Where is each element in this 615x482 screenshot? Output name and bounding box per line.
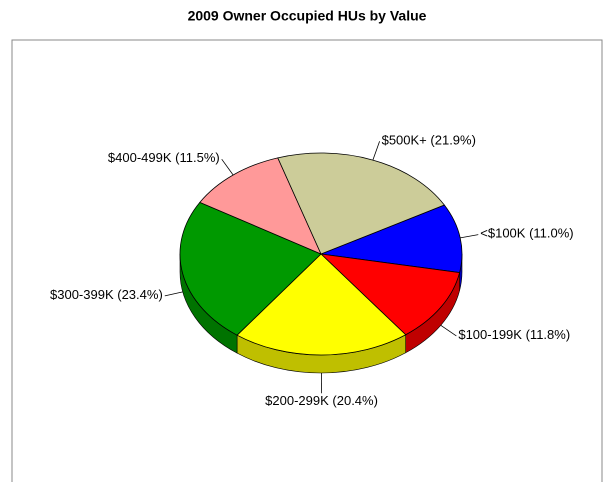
slice-label: $300-399K (23.4%) [50,287,163,302]
slice-value-label: (11.0%) [529,226,574,241]
chart-title: 2009 Owner Occupied HUs by Value [188,8,427,24]
pie-labels: <$100K (11.0%) $100-199K (11.8%) $200-299K… [50,133,574,409]
slice-category: $300-399K [50,287,114,302]
slice [319,253,461,336]
leader-line [460,234,479,239]
slice [277,152,445,255]
leader-line [164,291,183,297]
slice-label: $100-199K (11.8%) [458,327,570,342]
slice-category: $100-199K [458,327,522,342]
slice [179,201,322,336]
leader-line [372,141,380,161]
frame [11,39,603,482]
slice-value-label: (11.8%) [526,327,571,342]
slice-label: <$100K (11.0%) [480,226,573,241]
leader-line [221,158,234,176]
slice-value-label: (11.5%) [175,151,220,166]
slice-label: $400-499K (11.5%) [108,151,220,166]
leader-line [440,324,457,337]
slice-category: $500K+ [382,133,427,148]
slice-category: $400-499K [108,151,172,166]
slice-value-label: (20.4%) [332,394,378,409]
slice-value-label: (21.9%) [430,133,476,148]
slice [319,204,463,274]
slice-value-label: (23.4%) [117,287,163,302]
slice-category: $200-299K [265,394,329,409]
slice [199,157,322,255]
pie-tops [179,152,463,356]
slice [236,253,407,356]
slice-label: $200-299K (20.4%) [265,394,378,409]
slice-label: $500K+ (21.9%) [382,133,476,148]
slice-category: <$100K [480,226,526,241]
